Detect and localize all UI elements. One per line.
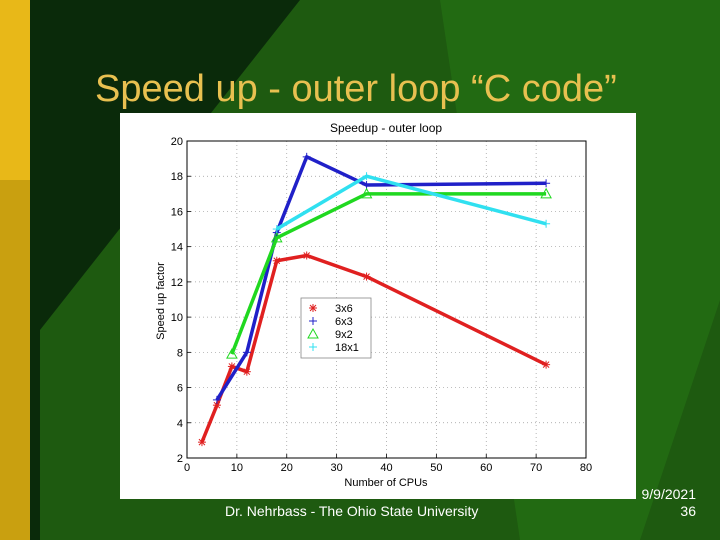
legend-label: 6x3 [335,316,353,328]
series-line [200,253,547,443]
chart-panel: Speedup - outer loop 0 10 20 30 40 50 60 70 80 2 4… [120,113,636,499]
series-18x1 [272,172,551,234]
y-tick-label: 6 [177,383,183,395]
series-9x2 [226,187,552,359]
y-tick-label: 18 [171,171,183,183]
accent-bar-top [0,0,30,180]
data-point-marker [242,348,251,357]
triangle-marker [307,327,319,339]
data-point-marker [227,362,236,371]
accent-bar-bottom [0,180,30,540]
page-number: 36 [680,503,696,519]
data-point-marker [242,367,251,376]
x-tick-label: 70 [530,462,542,474]
legend-item-3x6: 3x6 [309,303,353,315]
data-point-marker [302,152,311,161]
data-point-marker [272,225,281,234]
data-point-marker [542,179,551,188]
legend-item-6x3: 6x3 [309,316,353,328]
legend-label: 3x6 [335,303,353,315]
series-6x3 [212,152,551,404]
y-tick-label: 10 [171,312,183,324]
y-tick-label: 20 [171,136,183,148]
data-point-marker [542,360,551,369]
marker-d2 [273,257,281,265]
x-tick-label: 20 [281,462,293,474]
y-tick-label: 14 [171,242,183,254]
data-point-marker [540,187,552,199]
triangle-marker [226,348,238,359]
data-point-marker [272,256,281,265]
legend-item-9x2: 9x2 [307,327,353,341]
marker-d2 [243,368,251,376]
data-point-marker [309,304,317,312]
x-tick-label: 30 [331,462,343,474]
x-tick-label: 50 [430,462,442,474]
legend-item-18x1: 18x1 [309,342,359,354]
data-point-marker [309,343,317,351]
x-tick-label: 60 [480,462,492,474]
y-tick-label: 16 [171,206,183,218]
triangle-marker [270,231,283,243]
marker-d2 [198,438,206,446]
data-point-marker [542,219,551,228]
y-tick-label: 4 [177,418,183,430]
data-point-marker [307,327,319,339]
slide-title: Speed up - outer loop “C code” [95,68,617,110]
x-axis-label: Number of CPUs [344,477,428,489]
triangle-marker [540,187,552,199]
footer-date: 9/9/2021 [641,486,697,502]
grid [187,141,586,458]
data-point-marker [309,317,317,325]
legend-label: 18x1 [335,342,359,354]
marker-d2 [542,361,550,369]
marker-d2 [228,363,236,370]
y-axis-label: Speed up factor [155,262,167,340]
y-tick-label: 8 [177,347,183,359]
plot-frame [186,140,587,459]
series-line [230,192,547,355]
marker-d2 [213,401,221,409]
x-tick-label: 80 [580,462,592,474]
speedup-chart: Speedup - outer loop 0 10 20 30 40 50 60 70 80 2 4… [155,121,592,489]
triangle-marker [360,187,373,199]
data-point-marker [270,231,283,243]
y-tick-label: 2 [177,453,183,465]
axes: 0 10 20 30 40 50 60 70 80 2 4 6 8 10 12 14 16 18 20 [171,136,592,474]
legend-label: 9x2 [335,329,353,341]
chart-title: Speedup - outer loop [330,121,442,135]
data-point-marker [226,348,238,359]
y-tick-label: 12 [171,277,183,289]
series-layer [197,152,552,447]
data-point-marker [212,395,221,404]
x-tick-label: 40 [380,462,392,474]
data-point-marker [362,172,371,181]
data-point-marker [362,272,371,281]
footer-author: Dr. Nehrbass - The Ohio State University [225,503,479,519]
data-point-marker [362,181,371,190]
marker-d2 [363,273,370,280]
x-tick-label: 0 [184,462,190,474]
marker-d2 [303,252,311,259]
x-tick-label: 10 [231,462,243,474]
data-point-marker [197,438,206,447]
marker-d2 [309,304,317,312]
data-point-marker [360,187,373,199]
series-3x6 [197,251,551,447]
data-point-marker [302,251,311,260]
